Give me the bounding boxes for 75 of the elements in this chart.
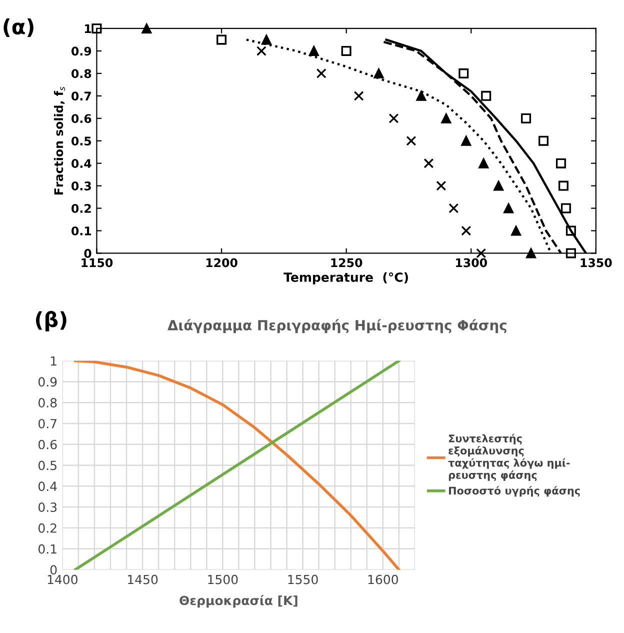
y-tick-label: 0.4 [72,159,92,168]
point [374,68,384,78]
point [448,203,459,214]
point [526,248,536,258]
point [558,180,568,191]
point [261,34,272,45]
x-tick-label: 1400 [48,574,78,584]
point [216,34,227,45]
point [354,90,364,101]
y-tick-label: 0.9 [38,377,57,387]
y-tick-label: 0.3 [72,182,91,190]
point [416,90,426,101]
point [504,203,514,214]
y-tick-label: 0.8 [38,398,57,408]
point [308,46,319,56]
point [566,248,576,258]
x-axis-title: Θερμοκρασία [K] [180,594,298,608]
y-tick-label: 0.1 [72,226,92,236]
x-axis-title: Temperature (°C) [284,272,408,284]
point [560,203,571,214]
point [341,46,352,56]
y-tick-label: 0.6 [38,440,57,450]
y-tick-label: 0.2 [72,204,91,213]
y-axis-title: Fraction solid, f$_{s}$ [54,86,65,194]
y-tick-label: 0.9 [72,46,92,56]
x-tick-label: 1550 [288,574,318,584]
line-series [74,360,400,570]
point [142,23,152,34]
point [476,248,486,258]
point [478,158,489,168]
x-tick-label: 1150 [82,258,113,268]
chart-title: Διάγραμμα Περιγραφής Ημί-ρευστης Φάσης [168,319,506,334]
y-tick-label: 0.1 [38,544,56,554]
point [92,23,102,34]
y-tick-label: 1 [84,24,92,33]
y-tick-label: 1 [50,356,56,366]
legend-label: Ποσοστό υγρής φάσης [449,486,580,497]
y-tick-label: 0.8 [72,69,92,78]
x-tick-label: 1600 [368,574,398,584]
y-tick-label: 0.7 [72,92,91,101]
point [424,158,434,168]
x-tick-label: 1250 [331,258,362,268]
y-tick-label: 0.2 [38,523,56,533]
point [436,180,446,191]
y-tick-label: 0.7 [38,418,56,428]
point [441,113,452,124]
point [316,68,326,78]
point [556,158,566,168]
legend-label: Συντελεστής εξομάλυνσης ταχύτητας λόγω ημί- ρευστης φάσης [448,434,570,481]
y-tick-label: 0 [50,565,57,575]
point [461,226,472,236]
text: (β) [36,310,66,332]
point [458,68,469,78]
point [406,136,416,146]
y-tick-label: 0.4 [38,482,57,492]
x-tick-label: 1350 [580,258,612,268]
point [538,136,549,146]
x-tick-label: 1200 [206,258,238,268]
x-tick-label: 1300 [456,258,487,268]
x-tick-label: 1500 [208,574,238,584]
point [481,90,492,101]
point [388,113,399,124]
y-tick-label: 0 [84,248,92,258]
y-tick-label: 0.6 [72,114,92,124]
y-tick-label: 0.3 [38,502,57,512]
point [494,180,504,191]
point [461,136,472,146]
x-tick-label: 1450 [128,574,158,584]
point [256,46,266,56]
y-tick-label: 0.5 [38,460,56,470]
point [566,226,576,236]
y-tick-label: 0.5 [72,136,92,146]
point [521,113,532,124]
point [511,226,522,236]
text: (α) [4,18,34,37]
